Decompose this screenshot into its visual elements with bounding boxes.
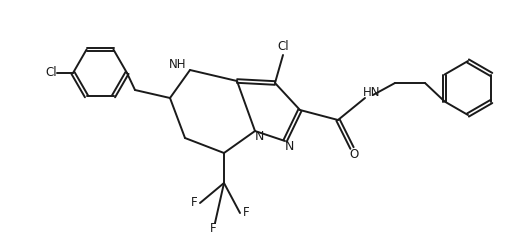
Text: Cl: Cl [45,66,57,79]
Text: NH: NH [168,58,186,70]
Text: F: F [191,197,197,209]
Text: O: O [350,149,359,162]
Text: HN: HN [363,86,381,99]
Text: F: F [243,207,249,219]
Text: F: F [210,223,216,235]
Text: N: N [284,140,294,154]
Text: N: N [254,129,263,143]
Text: Cl: Cl [277,40,289,53]
